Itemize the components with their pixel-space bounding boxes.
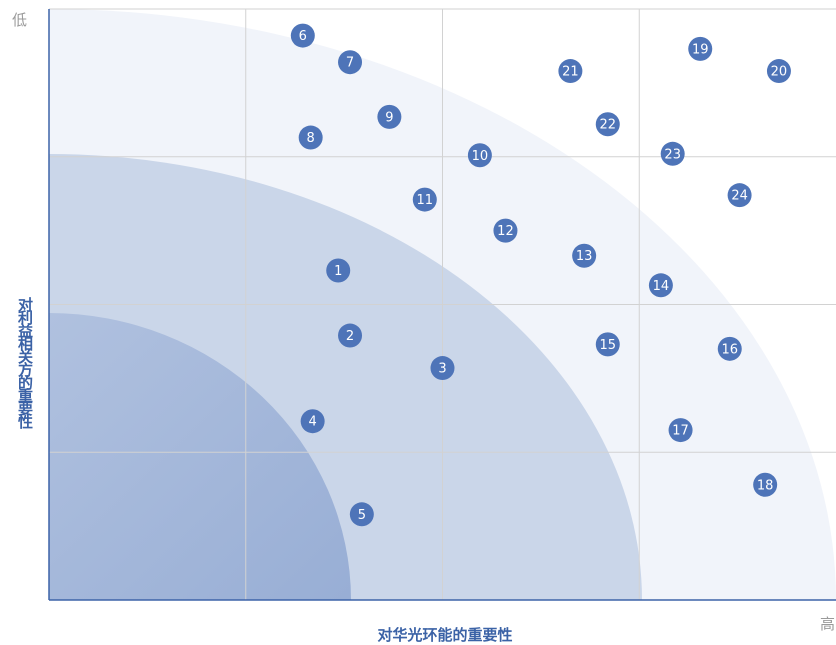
data-point-9: 9 <box>377 104 402 129</box>
data-point-label: 24 <box>731 189 748 204</box>
data-point-label: 3 <box>438 362 446 377</box>
data-point-label: 8 <box>307 131 315 146</box>
data-point-marker <box>558 59 583 84</box>
data-point-marker <box>727 183 752 208</box>
data-point-marker <box>338 50 363 75</box>
data-point-21: 21 <box>558 59 583 84</box>
data-point-19: 19 <box>688 36 713 61</box>
x-axis-title: 对华光环能的重要性 <box>377 626 513 644</box>
data-point-marker <box>688 36 713 61</box>
data-point-8: 8 <box>298 125 323 150</box>
data-point-label: 22 <box>599 118 616 133</box>
data-point-marker <box>290 23 315 48</box>
data-point-label: 13 <box>576 249 593 264</box>
data-point-12: 12 <box>493 218 518 243</box>
data-point-4: 4 <box>300 409 325 434</box>
data-point-1: 1 <box>326 258 351 283</box>
data-point-3: 3 <box>430 356 455 381</box>
data-point-10: 10 <box>467 143 492 168</box>
data-point-marker <box>595 332 620 357</box>
grid-lines <box>49 8 836 600</box>
data-point-17: 17 <box>668 418 693 443</box>
zone-inner <box>49 313 351 600</box>
data-point-label: 6 <box>299 29 307 44</box>
data-point-marker <box>349 502 374 527</box>
data-point-18: 18 <box>753 472 778 497</box>
data-point-label: 16 <box>721 342 738 357</box>
axis-high-label: 高 <box>820 615 836 633</box>
data-point-marker <box>668 418 693 443</box>
data-point-label: 1 <box>334 264 342 279</box>
data-point-marker <box>717 336 742 361</box>
data-point-label: 10 <box>472 149 489 164</box>
data-point-marker <box>377 104 402 129</box>
data-point-15: 15 <box>595 332 620 357</box>
y-axis-title: 对利益相关方的重要性 <box>16 297 34 427</box>
data-point-label: 19 <box>692 42 709 57</box>
data-point-label: 23 <box>664 147 681 162</box>
data-point-label: 11 <box>417 193 434 208</box>
axes <box>48 9 836 601</box>
data-point-label: 14 <box>653 279 670 294</box>
data-point-22: 22 <box>595 112 620 137</box>
data-point-label: 4 <box>309 415 317 430</box>
data-point-marker <box>753 472 778 497</box>
data-point-7: 7 <box>338 50 363 75</box>
data-point-23: 23 <box>660 141 685 166</box>
data-point-label: 17 <box>672 424 689 439</box>
data-point-label: 15 <box>599 338 616 353</box>
data-point-label: 18 <box>757 478 774 493</box>
data-point-6: 6 <box>290 23 315 48</box>
data-point-label: 2 <box>346 329 354 344</box>
data-point-16: 16 <box>717 336 742 361</box>
axis-low-label: 低 <box>12 11 28 29</box>
data-point-label: 12 <box>497 224 514 239</box>
data-point-2: 2 <box>338 323 363 348</box>
data-point-label: 5 <box>358 508 366 523</box>
data-point-marker <box>766 59 791 84</box>
data-point-marker <box>660 141 685 166</box>
data-point-marker <box>412 187 437 212</box>
data-point-marker <box>467 143 492 168</box>
data-point-marker <box>326 258 351 283</box>
data-point-marker <box>300 409 325 434</box>
data-point-label: 20 <box>771 65 788 80</box>
data-point-marker <box>493 218 518 243</box>
data-point-5: 5 <box>349 502 374 527</box>
data-point-label: 21 <box>562 65 579 80</box>
data-point-13: 13 <box>572 243 597 268</box>
data-point-marker <box>648 273 673 298</box>
data-point-20: 20 <box>766 59 791 84</box>
data-point-label: 9 <box>385 110 393 125</box>
data-point-marker <box>298 125 323 150</box>
data-point-marker <box>338 323 363 348</box>
data-point-14: 14 <box>648 273 673 298</box>
data-point-11: 11 <box>412 187 437 212</box>
data-point-24: 24 <box>727 183 752 208</box>
data-point-marker <box>595 112 620 137</box>
data-point-marker <box>572 243 597 268</box>
data-point-label: 7 <box>346 56 354 71</box>
data-point-marker <box>430 356 455 381</box>
